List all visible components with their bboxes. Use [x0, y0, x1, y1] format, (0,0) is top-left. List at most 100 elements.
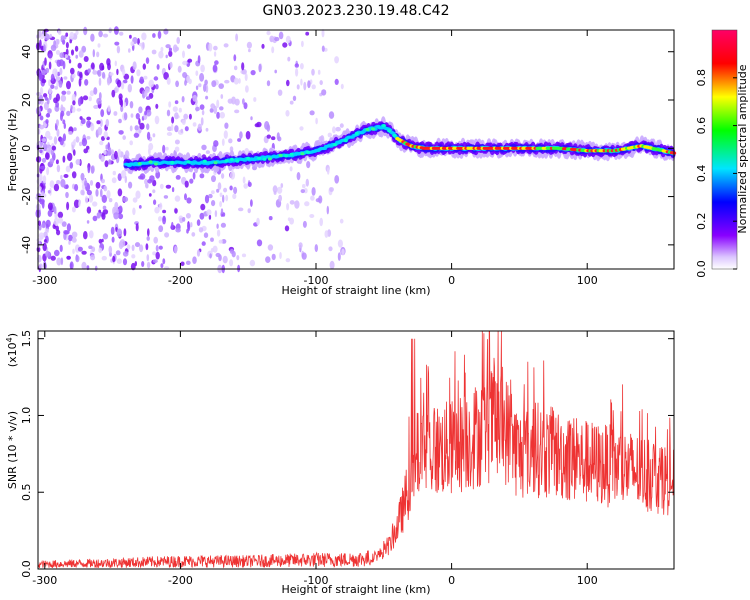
noise-blob	[229, 185, 233, 191]
noise-blob	[311, 68, 315, 76]
noise-blob	[62, 119, 66, 125]
noise-blob	[120, 104, 124, 113]
noise-blob	[254, 123, 260, 128]
noise-blob	[195, 106, 200, 112]
noise-blob	[45, 152, 50, 160]
noise-blob	[224, 79, 230, 84]
noise-blob	[302, 184, 306, 189]
noise-blob	[46, 167, 50, 176]
noise-blob	[86, 120, 92, 128]
noise-blob	[55, 50, 61, 55]
noise-blob	[114, 201, 119, 211]
noise-blob	[89, 230, 94, 239]
noise-blob	[104, 160, 109, 168]
noise-blob	[57, 71, 61, 77]
noise-blob	[211, 190, 215, 195]
noise-blob	[171, 187, 175, 193]
noise-blob	[232, 193, 237, 200]
chart-title: GN03.2023.230.19.48.C42	[263, 3, 450, 19]
noise-blob	[65, 42, 69, 49]
noise-blob	[41, 138, 47, 142]
noise-blob	[224, 122, 229, 129]
noise-blob	[271, 46, 275, 54]
noise-blob	[81, 250, 87, 255]
noise-blob	[219, 201, 223, 208]
noise-blob	[48, 146, 51, 155]
noise-blob	[234, 109, 240, 114]
noise-blob	[324, 230, 329, 238]
noise-blob	[289, 217, 294, 225]
noise-blob	[165, 184, 172, 189]
noise-blob	[146, 123, 150, 130]
spectrogram-y-tick-label: 20	[20, 93, 33, 107]
noise-blob	[49, 33, 52, 39]
noise-blob	[191, 232, 196, 237]
snr-series-line	[37, 330, 675, 569]
noise-blob	[233, 186, 238, 195]
noise-blob	[145, 184, 149, 189]
noise-blob	[286, 203, 290, 211]
noise-blob	[311, 84, 316, 90]
noise-blob	[113, 212, 119, 220]
noise-blob	[56, 229, 61, 236]
ridge-peak	[392, 133, 397, 138]
noise-blob	[129, 101, 134, 109]
noise-blob	[276, 132, 280, 141]
noise-blob	[90, 33, 95, 42]
noise-blob	[223, 130, 228, 139]
noise-blob	[216, 99, 220, 109]
noise-blob	[43, 44, 46, 53]
noise-blob	[106, 190, 111, 199]
noise-blob	[39, 39, 42, 49]
noise-blob	[68, 240, 71, 245]
noise-blob	[50, 84, 55, 89]
noise-blob	[153, 236, 158, 244]
noise-blob	[83, 231, 88, 240]
snr-x-axis-label: Height of straight line (km)	[281, 583, 430, 596]
spectrogram-y-tick-label: 0	[20, 145, 33, 152]
noise-blob	[138, 106, 143, 114]
noise-blob	[48, 79, 51, 87]
noise-blob	[157, 30, 162, 39]
noise-blob	[116, 258, 122, 265]
noise-blob	[165, 54, 168, 59]
ridge-peak	[305, 150, 310, 154]
noise-blob	[79, 141, 82, 147]
noise-blob	[294, 200, 300, 209]
snr-y-tick-label: 1.0	[20, 407, 33, 425]
noise-blob	[81, 190, 85, 196]
noise-blob	[56, 164, 61, 173]
noise-blob	[90, 62, 95, 70]
noise-blob	[100, 188, 103, 198]
noise-blob	[60, 106, 66, 113]
noise-blob	[210, 103, 216, 109]
noise-blob	[185, 260, 191, 265]
noise-blob	[149, 175, 155, 182]
noise-blob	[144, 90, 148, 97]
noise-blob	[67, 234, 73, 242]
noise-blob	[319, 80, 323, 86]
snr-background	[38, 331, 674, 569]
noise-blob	[206, 209, 212, 216]
noise-blob	[63, 230, 69, 235]
noise-blob	[80, 118, 86, 125]
noise-blob	[329, 187, 334, 192]
noise-blob	[216, 188, 220, 193]
snr-x-tick-label: -200	[168, 574, 193, 587]
noise-blob	[114, 86, 120, 93]
noise-blob	[66, 201, 70, 211]
noise-blob	[229, 259, 234, 267]
noise-blob	[182, 72, 188, 78]
noise-blob	[132, 197, 138, 203]
noise-blob	[55, 159, 59, 165]
noise-blob	[175, 80, 180, 88]
noise-blob	[177, 65, 182, 73]
ridge-peak	[202, 159, 207, 163]
noise-blob	[234, 98, 240, 106]
noise-blob	[182, 217, 186, 222]
noise-blob	[96, 97, 102, 105]
noise-blob	[45, 119, 49, 124]
noise-blob	[116, 79, 122, 88]
noise-blob	[95, 189, 99, 197]
noise-blob	[48, 53, 52, 58]
